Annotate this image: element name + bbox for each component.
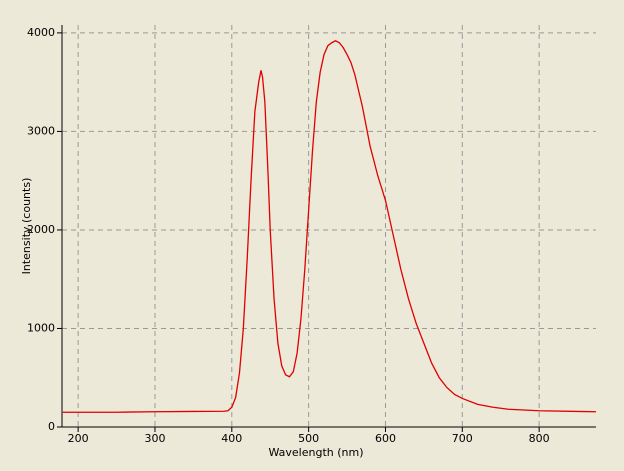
x-tick-label: 700 bbox=[452, 432, 473, 445]
x-tick-label: 500 bbox=[298, 432, 319, 445]
y-tick-label: 4000 bbox=[27, 26, 55, 39]
y-tick-label: 1000 bbox=[27, 321, 55, 334]
x-tick-label: 200 bbox=[68, 432, 89, 445]
x-axis-label: Wavelength (nm) bbox=[268, 446, 363, 459]
spectrum-line bbox=[62, 40, 597, 413]
y-tick-label: 3000 bbox=[27, 124, 55, 137]
x-tick-label: 400 bbox=[221, 432, 242, 445]
x-tick-label: 600 bbox=[375, 432, 396, 445]
y-tick-label: 0 bbox=[48, 420, 55, 433]
y-axis-label: Intensity (counts) bbox=[20, 178, 33, 275]
y-tick-label: 2000 bbox=[27, 223, 55, 236]
x-tick-label: 300 bbox=[144, 432, 165, 445]
x-tick-label: 800 bbox=[529, 432, 550, 445]
